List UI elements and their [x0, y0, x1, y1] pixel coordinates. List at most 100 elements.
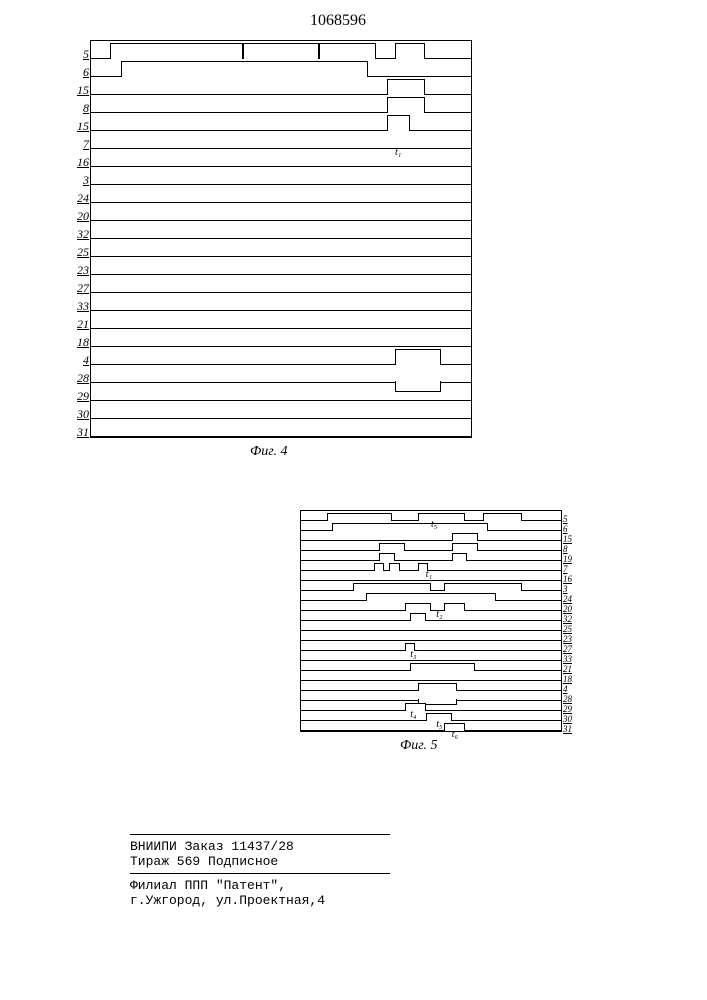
timing-marker: t₃ [410, 649, 416, 660]
pulse [332, 523, 488, 531]
row-label: 6 [563, 524, 583, 534]
row-label: 31 [63, 425, 89, 440]
pulse [319, 43, 376, 59]
timing-row: 8 [91, 95, 471, 113]
row-label: 29 [63, 389, 89, 404]
timing-row: 31 [301, 721, 561, 731]
row-label: 23 [563, 634, 583, 644]
row-label: 8 [63, 101, 89, 116]
footer-rule-mid [130, 873, 390, 874]
row-label: 28 [563, 694, 583, 704]
timing-row: 29 [301, 701, 561, 711]
timing-row: 4 [301, 681, 561, 691]
pulse [452, 543, 478, 551]
row-label: 4 [63, 353, 89, 368]
pulse [379, 543, 405, 551]
timing-marker: t₅ [431, 519, 437, 530]
pulse [327, 513, 392, 521]
row-label: 25 [563, 624, 583, 634]
timing-row: 3 [301, 581, 561, 591]
timing-marker: t₁ [395, 147, 401, 158]
timing-row: 20 [301, 601, 561, 611]
row-label: 5 [63, 47, 89, 62]
timing-row: 21 [91, 311, 471, 329]
row-label: 32 [563, 614, 583, 624]
figure-5-timing-diagram: 56158197163242032252327332118428293031t₅… [300, 510, 562, 732]
timing-row: 32 [301, 611, 561, 621]
pulse [452, 553, 468, 561]
row-label: 33 [63, 299, 89, 314]
timing-row: 28 [301, 691, 561, 701]
pulse [387, 115, 410, 131]
footer-line: Тираж 569 Подписное [130, 854, 390, 869]
row-label: 20 [63, 209, 89, 224]
timing-row: 32 [91, 221, 471, 239]
timing-row: 23 [301, 631, 561, 641]
timing-row: 8 [301, 541, 561, 551]
row-label: 32 [63, 227, 89, 242]
figure-5-caption: Фиг. 5 [400, 738, 438, 754]
timing-row: 24 [91, 185, 471, 203]
timing-row: 33 [91, 293, 471, 311]
pulse [444, 583, 522, 591]
timing-marker: t₄ [410, 709, 416, 720]
row-label: 30 [63, 407, 89, 422]
timing-row: 21 [301, 661, 561, 671]
row-label: 19 [563, 554, 583, 564]
timing-row: 29 [91, 383, 471, 401]
timing-row: 25 [91, 239, 471, 257]
row-label: 7 [563, 564, 583, 574]
pulse [110, 43, 243, 59]
row-label: 16 [63, 155, 89, 170]
pulse [418, 513, 465, 521]
timing-row: 15 [301, 531, 561, 541]
timing-row: 16 [91, 149, 471, 167]
timing-row: 15 [91, 77, 471, 95]
pulse [483, 513, 522, 521]
row-label: 21 [563, 664, 583, 674]
row-label: 15 [563, 534, 583, 544]
pulse [389, 563, 399, 571]
timing-row: 4 [91, 347, 471, 365]
timing-row: 7 [91, 131, 471, 149]
timing-row: 3 [91, 167, 471, 185]
row-label: 27 [563, 644, 583, 654]
pulse [410, 663, 475, 671]
pulse [387, 97, 425, 113]
row-label: 29 [563, 704, 583, 714]
row-label: 15 [63, 119, 89, 134]
row-label: 27 [63, 281, 89, 296]
timing-row: 25 [301, 621, 561, 631]
row-label: 16 [563, 574, 583, 584]
pulse [374, 563, 384, 571]
timing-marker: t₅ [436, 719, 442, 730]
pulse [395, 43, 425, 59]
timing-row: 30 [301, 711, 561, 721]
row-label: 21 [63, 317, 89, 332]
row-label: 30 [563, 714, 583, 724]
timing-row: 31 [91, 419, 471, 437]
row-label: 15 [63, 83, 89, 98]
footer-line: Филиал ППП "Патент", [130, 878, 390, 893]
timing-row: 18 [91, 329, 471, 347]
row-label: 18 [63, 335, 89, 350]
timing-marker: t₂ [436, 609, 442, 620]
timing-row: 30 [91, 401, 471, 419]
timing-row: 24 [301, 591, 561, 601]
pulse [379, 553, 395, 561]
pulse [418, 683, 457, 691]
timing-row: 27 [301, 641, 561, 651]
row-label: 4 [563, 684, 583, 694]
row-label: 8 [563, 544, 583, 554]
timing-row: 23 [91, 257, 471, 275]
pulse [121, 61, 368, 77]
timing-row: 28 [91, 365, 471, 383]
pulse [444, 603, 465, 611]
row-label: 23 [63, 263, 89, 278]
pulse [366, 593, 496, 601]
timing-row: 33 [301, 651, 561, 661]
timing-row: 20 [91, 203, 471, 221]
row-label: 18 [563, 674, 583, 684]
figure-4-timing-diagram: 56158157163242032252327332118428293031t₁ [90, 40, 472, 438]
footer-rule-top [130, 834, 390, 835]
